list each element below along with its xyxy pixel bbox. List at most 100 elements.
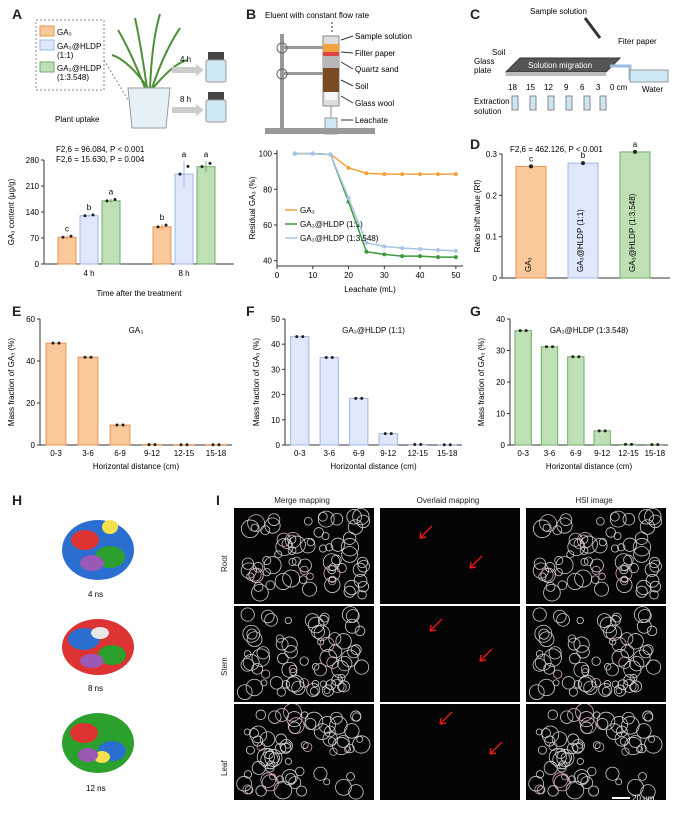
- data-point: [551, 345, 554, 349]
- chart-title: GA₃: [129, 326, 144, 335]
- label-soil: Soil: [355, 82, 369, 91]
- cell-outline: [596, 717, 609, 730]
- micrograph-tile: [380, 606, 520, 702]
- cell-outline: [534, 624, 553, 643]
- cell-outline: [348, 784, 364, 800]
- svg-text:12: 12: [544, 83, 553, 92]
- label-c-solution: solution: [474, 107, 502, 116]
- cell-outline: [596, 516, 605, 526]
- cell-outline: [566, 572, 584, 590]
- chart-title: GA₃@HLDP (1:1): [342, 326, 405, 335]
- cell-outline: [598, 572, 606, 581]
- data-point: [115, 423, 119, 427]
- cell-outline: [338, 680, 351, 693]
- micrograph-tile: [234, 704, 374, 800]
- cell-outline: [580, 776, 594, 789]
- cell-outline: [543, 760, 558, 775]
- cell-outline: [263, 556, 282, 575]
- cell-outline: [242, 784, 253, 795]
- cell-outline: [281, 769, 298, 786]
- bar-0-0: [57, 236, 77, 265]
- legend-label: GA₃@HLDP (1:1): [300, 220, 363, 229]
- data-point: [57, 341, 61, 345]
- cell-outline: [285, 773, 297, 784]
- data-point: [650, 443, 654, 447]
- data-point: [630, 442, 633, 446]
- cell-outline: [543, 583, 561, 602]
- cell-outline: [644, 712, 654, 722]
- sig-letter: c: [529, 154, 533, 163]
- cell-outline: [247, 514, 265, 533]
- data-point: [295, 335, 299, 339]
- x-axis-label: Horizontal distance (cm): [546, 462, 633, 471]
- cell-outline: [591, 656, 601, 666]
- cell-outline: [590, 558, 604, 573]
- y-tick-label: 70: [30, 234, 39, 243]
- label-c-migration: Solution migration: [528, 61, 592, 70]
- cell-outline: [347, 645, 361, 659]
- x-tick-label: 0-3: [517, 449, 529, 458]
- point: [418, 172, 423, 177]
- x-tick-label: 15-18: [645, 449, 666, 458]
- cell-outline: [569, 652, 581, 665]
- cell-outline: [553, 669, 563, 679]
- cell-outline: [544, 561, 556, 573]
- data-point: [324, 356, 328, 360]
- y-tick-label: 40: [271, 340, 280, 349]
- bar-4: [408, 443, 428, 446]
- cell-outline: [264, 762, 275, 773]
- cell-outline: [593, 711, 601, 719]
- cell-outline: [336, 735, 350, 748]
- micrograph-tile: [234, 606, 374, 702]
- data-point: [633, 149, 637, 154]
- y-tick-label: 20: [496, 378, 505, 387]
- cell-outline: [567, 634, 576, 643]
- data-point: [571, 355, 575, 359]
- cell-outline: [323, 565, 341, 582]
- cell-outline: [304, 711, 324, 731]
- cell-outline: [243, 728, 251, 736]
- cell-outline: [330, 711, 343, 725]
- cell-outline: [267, 513, 281, 526]
- cell-outline: [240, 607, 255, 622]
- y-axis-label: Residual GA₃ (%): [248, 176, 257, 239]
- cell-outline: [277, 652, 289, 665]
- point: [364, 249, 369, 254]
- cell-outline: [261, 669, 271, 679]
- bar-label: GA₃@HLDP (1:1): [576, 209, 585, 272]
- cell-outline: [274, 572, 292, 590]
- cell-outline: [242, 654, 260, 671]
- cell-outline: [248, 568, 262, 582]
- cell-outline: [253, 581, 264, 592]
- bar-0: [290, 336, 310, 446]
- cell-outline: [275, 708, 289, 722]
- cell-outline: [255, 709, 266, 720]
- cell-outline: [284, 741, 292, 749]
- cell-outline: [551, 731, 568, 747]
- cell-outline: [532, 562, 549, 579]
- data-point: [179, 443, 183, 447]
- cell-outline: [620, 632, 634, 646]
- y-tick-label: 0: [31, 441, 36, 450]
- cell-outline: [576, 645, 590, 659]
- cell-outline: [311, 680, 320, 688]
- cell-outline: [553, 609, 567, 624]
- cell-outline: [556, 748, 575, 767]
- data-point: [105, 199, 109, 203]
- cell-outline: [313, 766, 328, 781]
- data-point: [178, 172, 182, 176]
- cell-outline: [346, 508, 362, 525]
- label-leachate: Leachate: [355, 116, 388, 125]
- cell-outline: [323, 687, 331, 695]
- cell-outline: [548, 742, 558, 751]
- cell-outline: [579, 535, 598, 554]
- cell-outline: [354, 625, 366, 637]
- cell-outline: [281, 538, 293, 550]
- cell-outline: [649, 560, 662, 573]
- cell-outline: [609, 510, 627, 528]
- bar-0: [45, 342, 67, 446]
- cell-outline: [284, 616, 292, 625]
- cell-outline: [299, 678, 309, 688]
- cell-outline: [610, 511, 620, 522]
- cell-outline: [344, 746, 351, 754]
